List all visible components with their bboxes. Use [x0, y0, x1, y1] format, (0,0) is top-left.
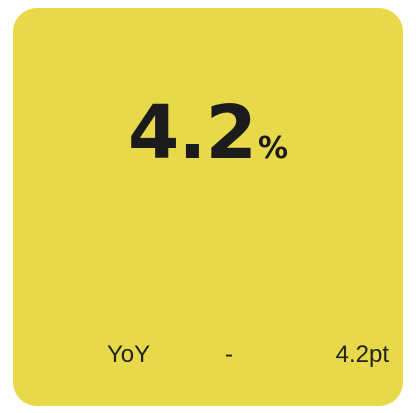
kpi-value: 4.2 — [127, 90, 257, 176]
comparison-sign: - — [225, 341, 233, 368]
kpi-unit: % — [258, 131, 289, 166]
kpi-main: 4.2% — [13, 90, 403, 176]
comparison-change: 4.2pt — [335, 341, 389, 368]
kpi-card: 4.2% YoY - 4.2pt — [13, 8, 403, 406]
comparison-label: YoY — [107, 341, 151, 368]
